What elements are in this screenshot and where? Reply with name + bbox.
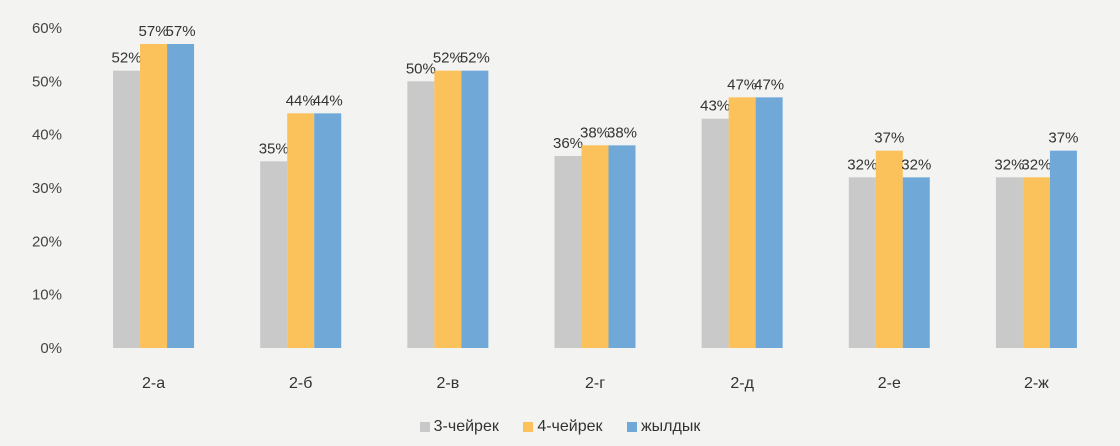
data-label-2-1: 52% [433, 50, 463, 67]
bar-4-0 [701, 118, 729, 349]
legend-swatch-2 [626, 422, 637, 432]
data-label-0-1: 57% [139, 23, 169, 40]
x-tick-label-4: 2-д [730, 375, 754, 392]
legend-swatch-1 [523, 422, 534, 432]
y-tick-label-3: 30% [32, 180, 62, 197]
bar-1-2 [314, 113, 342, 348]
x-tick-label-5: 2-е [878, 375, 901, 392]
legend-label-0: 3-чейрек [433, 418, 499, 435]
bar-3-0 [554, 156, 582, 348]
y-tick-label-1: 10% [32, 287, 62, 304]
y-tick-label-6: 60% [32, 20, 62, 37]
bar-2-1 [434, 70, 462, 349]
bar-chart: 0% 10% 20% 30% 40% 50% 60% 52% 57%57% 2-а 35% 44%44… [32, 20, 1078, 392]
data-label-3-1: 38% [580, 124, 610, 141]
data-label-3-0: 36% [553, 135, 583, 152]
bar-0-0 [113, 70, 141, 349]
bar-6-0 [995, 177, 1023, 348]
legend-item-1: 4-чейрек [523, 418, 603, 436]
data-label-3-2: 38% [607, 124, 637, 141]
legend: 3-чейрек 4-чейрек жылдык [0, 418, 1120, 437]
data-label-5-1: 37% [874, 130, 904, 147]
y-tick-label-5: 50% [32, 73, 62, 90]
x-tick-label-2: 2-в [436, 375, 459, 392]
data-label-2-0: 50% [406, 60, 436, 77]
bar-4-2 [755, 97, 783, 348]
bar-5-1 [875, 150, 903, 348]
bar-1-1 [287, 113, 315, 348]
legend-label-2: жылдык [640, 418, 701, 435]
data-label-0-2: 57% [166, 23, 196, 40]
data-label-0-0: 52% [112, 50, 142, 67]
data-label-1-1: 44% [286, 92, 316, 109]
data-label-4-1: 47% [727, 76, 757, 93]
data-label-1-2: 44% [313, 92, 343, 109]
legend-swatch-0 [419, 422, 430, 432]
bar-0-2 [167, 44, 195, 348]
data-label-6-2: 37% [1048, 130, 1078, 147]
bar-5-2 [902, 177, 930, 348]
bar-3-2 [608, 145, 636, 348]
x-tick-label-1: 2-б [289, 375, 312, 392]
x-tick-label-3: 2-г [585, 375, 605, 392]
bar-6-2 [1049, 150, 1077, 348]
data-label-6-0: 32% [994, 156, 1024, 173]
legend-item-2: жылдык [626, 418, 701, 436]
data-label-6-1: 32% [1021, 156, 1051, 173]
x-tick-label-6: 2-ж [1024, 375, 1049, 392]
data-label-2-2: 52% [460, 50, 490, 67]
x-tick-label-0: 2-а [142, 375, 165, 392]
data-label-4-0: 43% [700, 98, 730, 115]
y-tick-label-0: 0% [40, 340, 62, 357]
bar-2-0 [407, 81, 435, 348]
bar-5-0 [848, 177, 876, 348]
bar-2-2 [461, 70, 489, 349]
data-label-4-2: 47% [754, 76, 784, 93]
data-label-5-2: 32% [901, 156, 931, 173]
legend-label-1: 4-чейрек [537, 418, 603, 435]
bar-1-0 [260, 161, 288, 348]
bar-0-1 [140, 44, 168, 348]
legend-item-0: 3-чейрек [419, 418, 499, 436]
bar-3-1 [581, 145, 609, 348]
y-tick-label-4: 40% [32, 127, 62, 144]
bar-4-1 [728, 97, 756, 348]
bar-6-1 [1022, 177, 1050, 348]
y-tick-label-2: 20% [32, 233, 62, 250]
data-label-5-0: 32% [847, 156, 877, 173]
data-label-1-0: 35% [259, 140, 289, 157]
